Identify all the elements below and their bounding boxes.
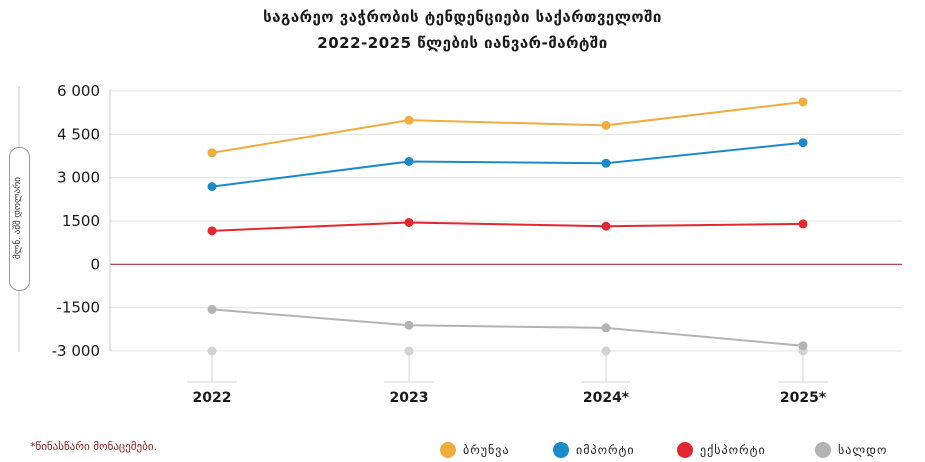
y-axis-label-frame <box>9 147 30 291</box>
y-tick-label: 3 000 <box>57 169 100 187</box>
legend-label: სალდო <box>838 443 888 457</box>
y-tick-label: -3 000 <box>52 342 100 360</box>
data-point <box>404 217 414 227</box>
series-line <box>211 221 804 232</box>
data-point <box>404 320 414 330</box>
legend-item: ექსპორტი <box>677 440 766 460</box>
legend-label: ბრუნვა <box>463 443 510 457</box>
baseline-marker <box>207 346 217 356</box>
data-point <box>798 341 808 351</box>
chart-title-line-2: 2022-2025 წლების იანვარ-მარტში <box>317 34 608 52</box>
data-point <box>207 226 217 236</box>
series-line <box>211 100 804 154</box>
baseline-marker <box>601 346 611 356</box>
legend-label: იმპორტი <box>576 443 635 457</box>
y-tick-label: 0 <box>90 255 100 273</box>
y-tick-label: 1500 <box>62 212 100 230</box>
legend-label: ექსპორტი <box>700 443 766 457</box>
x-tick-label: 2025* <box>780 390 827 406</box>
data-point <box>798 138 808 148</box>
data-point <box>404 156 414 166</box>
legend-swatch <box>815 442 831 458</box>
y-tick-label: 4 500 <box>57 125 100 143</box>
x-tick-label: 2022 <box>193 390 232 406</box>
legend-swatch <box>440 442 456 458</box>
series-line <box>211 308 804 347</box>
series-line <box>211 141 804 188</box>
data-point <box>601 120 611 130</box>
data-point <box>207 182 217 192</box>
y-tick-label: -1500 <box>56 299 100 317</box>
data-point <box>798 97 808 107</box>
data-point <box>207 304 217 314</box>
legend-swatch <box>553 442 569 458</box>
y-axis-label: მლნ. აშშ დოლარი <box>13 177 23 259</box>
data-point <box>207 148 217 158</box>
baseline-marker <box>404 346 414 356</box>
data-point <box>601 323 611 333</box>
legend-swatch <box>677 442 693 458</box>
data-point <box>798 219 808 229</box>
data-point <box>601 221 611 231</box>
chart-title-line-1: საგარეო ვაჭრობის ტენდენციები საქართველოშ… <box>263 8 662 26</box>
legend-item: ბრუნვა <box>440 440 510 460</box>
legend-item: იმპორტი <box>553 440 635 460</box>
footnote: *წინასწარი მონაცემები. <box>30 440 158 453</box>
data-point <box>601 158 611 168</box>
x-tick-label: 2023 <box>390 390 429 406</box>
legend-item: სალდო <box>815 440 887 460</box>
y-tick-label: 6 000 <box>57 82 100 100</box>
x-tick-label: 2024* <box>583 390 630 406</box>
data-point <box>404 115 414 125</box>
